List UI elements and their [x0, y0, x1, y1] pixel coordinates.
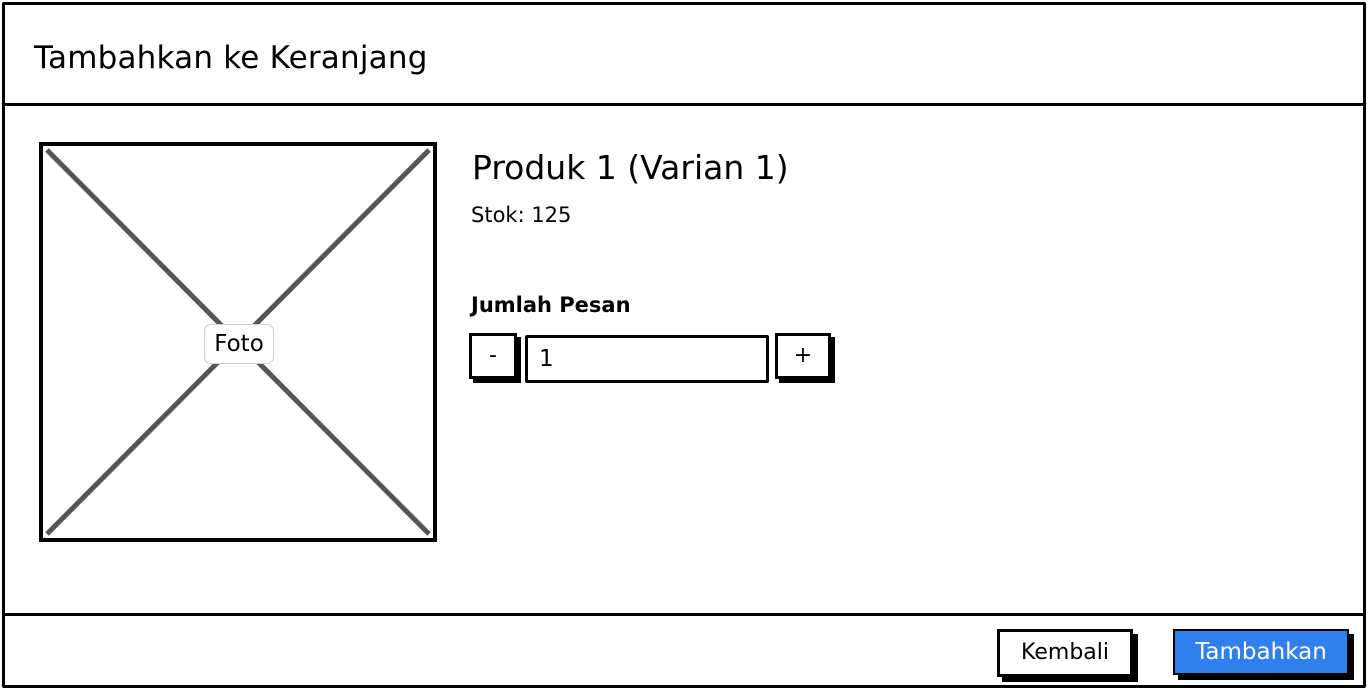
product-stock: Stok: 125: [471, 203, 572, 227]
photo-label: Foto: [204, 324, 274, 364]
dialog-title: Tambahkan ke Keranjang: [34, 40, 428, 76]
quantity-input[interactable]: 1: [525, 335, 769, 383]
add-to-cart-button[interactable]: Tambahkan: [1173, 629, 1349, 675]
quantity-increment-button[interactable]: +: [775, 333, 831, 379]
quantity-label: Jumlah Pesan: [471, 293, 631, 317]
dialog-header: Tambahkan ke Keranjang: [5, 5, 1363, 106]
quantity-decrement-button[interactable]: -: [469, 333, 517, 379]
back-button[interactable]: Kembali: [997, 629, 1133, 677]
product-photo: Foto: [39, 142, 437, 542]
footer-divider: [5, 613, 1363, 616]
product-name: Produk 1 (Varian 1): [472, 148, 789, 187]
